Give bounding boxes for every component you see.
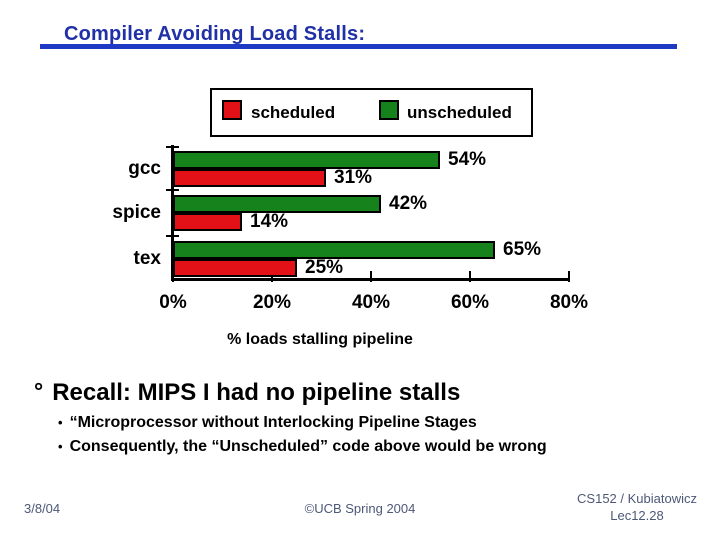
bar-scheduled-gcc xyxy=(173,169,326,187)
y-axis-tick xyxy=(166,189,179,191)
x-axis-line xyxy=(171,278,570,281)
dot-bullet-icon: • xyxy=(58,415,63,430)
degree-bullet-icon: ° xyxy=(34,378,44,404)
bullet-recall: ° Recall: MIPS I had no pipeline stalls xyxy=(34,379,460,407)
page-title: Compiler Avoiding Load Stalls: xyxy=(64,23,366,45)
bar-value-label-scheduled-tex: 25% xyxy=(305,257,344,278)
bar-value-label-unscheduled-spice: 42% xyxy=(389,193,428,214)
bar-value-label-unscheduled-tex: 65% xyxy=(503,239,542,260)
bar-unscheduled-spice xyxy=(173,195,381,213)
legend-swatch-unscheduled-icon xyxy=(379,100,399,120)
category-label-tex: tex xyxy=(133,248,161,269)
x-tick-label: 0% xyxy=(159,292,187,313)
footer-course-line: CS152 / Kubiatowicz xyxy=(577,491,697,506)
bar-unscheduled-gcc xyxy=(173,151,440,169)
footer-date: 3/8/04 xyxy=(24,501,61,516)
bar-scheduled-tex xyxy=(173,259,297,277)
sub-bullet-2-text: Consequently, the “Unscheduled” code abo… xyxy=(69,438,547,455)
x-axis-tick xyxy=(271,271,273,282)
x-tick-label: 40% xyxy=(351,292,391,313)
x-axis-tick xyxy=(568,271,570,282)
bar-value-label-unscheduled-gcc: 54% xyxy=(448,149,487,170)
legend-label-scheduled: scheduled xyxy=(251,102,336,122)
category-label-spice: spice xyxy=(112,202,161,223)
x-axis-tick xyxy=(370,271,372,282)
sub-bullet-1: • “Microprocessor without Interlocking P… xyxy=(58,414,477,432)
bar-value-label-scheduled-spice: 14% xyxy=(250,211,289,232)
x-axis-label: % loads stalling pipeline xyxy=(227,331,413,348)
x-tick-label: 60% xyxy=(450,292,490,313)
sub-bullet-2: • Consequently, the “Unscheduled” code a… xyxy=(58,438,547,456)
dot-bullet-icon: • xyxy=(58,439,63,454)
sub-bullet-1-text: “Microprocessor without Interlocking Pip… xyxy=(69,414,477,431)
footer-lecture-line: Lec12.28 xyxy=(610,508,664,523)
y-axis-line xyxy=(171,145,174,281)
y-axis-tick xyxy=(166,146,179,148)
x-tick-label: 80% xyxy=(549,292,589,313)
bar-value-label-scheduled-gcc: 31% xyxy=(334,167,373,188)
footer-copyright: ©UCB Spring 2004 xyxy=(304,501,416,516)
legend-label-unscheduled: unscheduled xyxy=(407,102,512,122)
x-tick-label: 20% xyxy=(252,292,292,313)
category-label-gcc: gcc xyxy=(128,158,161,179)
footer-course: CS152 / Kubiatowicz Lec12.28 xyxy=(577,490,697,524)
bar-unscheduled-tex xyxy=(173,241,495,259)
title-underline xyxy=(40,44,677,49)
x-axis-tick xyxy=(469,271,471,282)
y-axis-tick xyxy=(166,235,179,237)
legend-swatch-scheduled-icon xyxy=(222,100,242,120)
recall-text: Recall: MIPS I had no pipeline stalls xyxy=(52,379,461,406)
x-axis-tick xyxy=(172,271,174,282)
chart-legend: scheduled unscheduled xyxy=(210,88,533,137)
bar-scheduled-spice xyxy=(173,213,242,231)
